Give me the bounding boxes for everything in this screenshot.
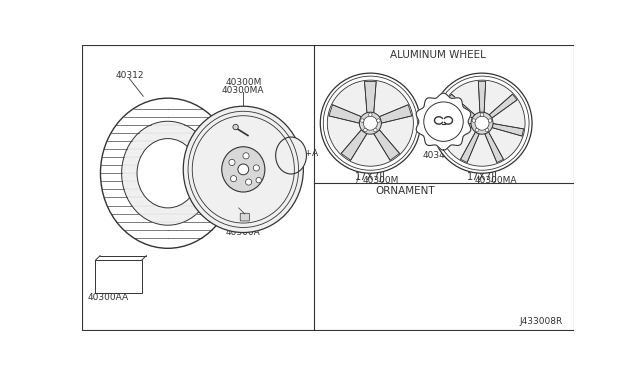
Text: 40300MA: 40300MA: [474, 176, 517, 185]
Circle shape: [369, 113, 372, 116]
Circle shape: [472, 119, 476, 122]
Circle shape: [488, 119, 492, 122]
Circle shape: [364, 128, 367, 132]
Text: 40343+A: 40343+A: [422, 151, 465, 160]
Polygon shape: [492, 124, 524, 136]
Circle shape: [480, 113, 484, 116]
Polygon shape: [440, 124, 472, 136]
Circle shape: [476, 128, 479, 132]
Text: 40300AA: 40300AA: [88, 293, 129, 302]
Circle shape: [230, 176, 237, 182]
Circle shape: [229, 159, 235, 166]
Text: 40224: 40224: [258, 125, 286, 134]
Circle shape: [243, 153, 249, 159]
Text: ORNAMENT: ORNAMENT: [375, 186, 435, 196]
Text: 40311: 40311: [216, 119, 244, 128]
Circle shape: [246, 179, 252, 185]
Text: J433008R: J433008R: [520, 317, 563, 326]
Circle shape: [424, 102, 463, 141]
Text: 40300MA: 40300MA: [222, 86, 264, 94]
Polygon shape: [447, 94, 475, 118]
Circle shape: [253, 165, 259, 171]
Polygon shape: [478, 81, 486, 112]
Circle shape: [233, 124, 238, 130]
Circle shape: [327, 80, 413, 166]
Polygon shape: [341, 130, 367, 160]
Text: 40300M: 40300M: [225, 78, 262, 87]
Ellipse shape: [100, 98, 236, 248]
Polygon shape: [461, 132, 479, 163]
Circle shape: [359, 112, 381, 134]
Polygon shape: [484, 132, 504, 163]
Circle shape: [238, 164, 249, 175]
Text: ALUMINUM WHEEL: ALUMINUM WHEEL: [390, 51, 486, 60]
Circle shape: [360, 119, 364, 122]
Ellipse shape: [122, 121, 214, 225]
Circle shape: [320, 73, 420, 173]
Ellipse shape: [221, 147, 265, 192]
Text: 40300A: 40300A: [226, 228, 260, 237]
Circle shape: [256, 177, 261, 183]
Polygon shape: [380, 105, 412, 123]
Ellipse shape: [276, 137, 307, 174]
Polygon shape: [365, 81, 376, 113]
FancyBboxPatch shape: [240, 213, 250, 221]
Circle shape: [374, 128, 377, 132]
Ellipse shape: [183, 106, 303, 232]
Text: 17X7JJ: 17X7JJ: [467, 172, 497, 182]
Polygon shape: [329, 105, 362, 123]
Ellipse shape: [137, 139, 198, 208]
Text: 40343+A: 40343+A: [277, 150, 319, 158]
Bar: [95, 260, 141, 293]
Text: 40300M: 40300M: [363, 176, 399, 185]
Polygon shape: [374, 130, 399, 160]
Circle shape: [485, 128, 489, 132]
Circle shape: [439, 80, 525, 166]
Circle shape: [471, 112, 493, 134]
Text: 40312: 40312: [115, 71, 143, 80]
Text: 17X7JJ: 17X7JJ: [355, 172, 386, 182]
Polygon shape: [489, 94, 517, 118]
Polygon shape: [416, 93, 471, 150]
Circle shape: [475, 116, 489, 130]
Circle shape: [377, 119, 380, 122]
Circle shape: [364, 116, 378, 130]
Circle shape: [432, 73, 532, 173]
